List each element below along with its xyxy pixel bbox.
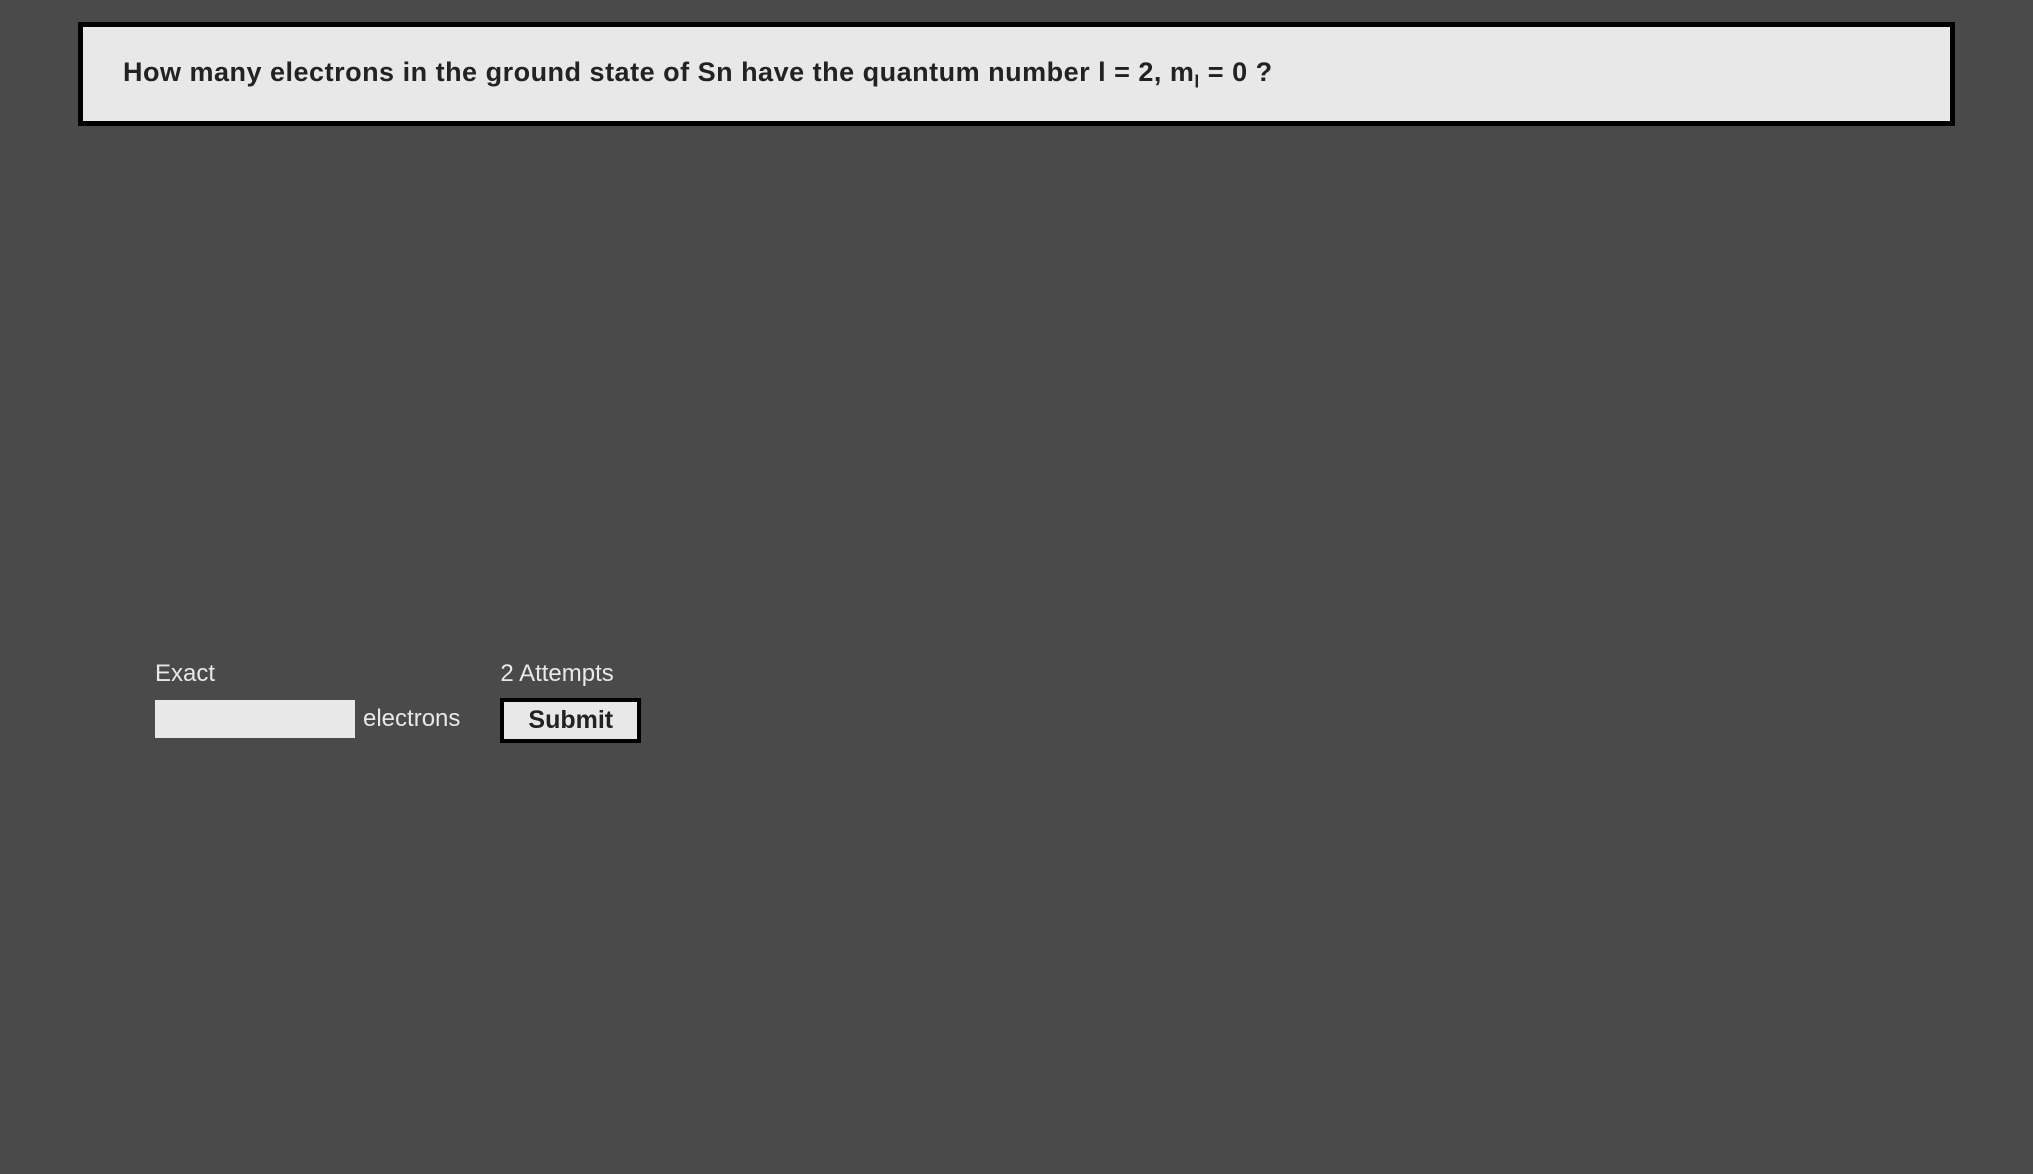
attempts-label: 2 Attempts — [500, 660, 641, 688]
unit-label: electrons — [363, 705, 460, 733]
exact-label: Exact — [155, 660, 460, 688]
question-suffix: = 0 ? — [1200, 57, 1273, 87]
question-prefix: How many electrons in the ground state o… — [123, 57, 1194, 87]
question-text: How many electrons in the ground state o… — [123, 55, 1910, 93]
answer-section: Exact electrons 2 Attempts Submit — [155, 660, 641, 743]
submit-button[interactable]: Submit — [500, 698, 641, 743]
input-row: electrons — [155, 700, 460, 738]
submit-block: 2 Attempts Submit — [500, 660, 641, 743]
question-panel: How many electrons in the ground state o… — [78, 22, 1955, 126]
answer-input[interactable] — [155, 700, 355, 738]
answer-block: Exact electrons — [155, 660, 460, 738]
